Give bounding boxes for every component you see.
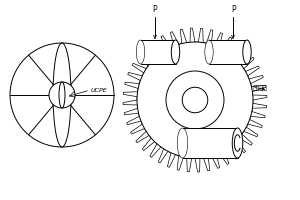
Text: P: P — [152, 5, 157, 14]
Ellipse shape — [232, 128, 243, 158]
Ellipse shape — [243, 40, 251, 64]
Ellipse shape — [10, 43, 114, 147]
Ellipse shape — [59, 82, 65, 108]
Text: UCPE: UCPE — [91, 88, 108, 94]
Polygon shape — [123, 28, 267, 172]
Polygon shape — [209, 40, 247, 64]
Text: P: P — [231, 5, 236, 14]
Polygon shape — [182, 128, 238, 158]
Ellipse shape — [166, 71, 224, 129]
Ellipse shape — [205, 40, 213, 64]
Ellipse shape — [182, 87, 208, 113]
Ellipse shape — [49, 82, 75, 108]
Ellipse shape — [171, 40, 180, 64]
Ellipse shape — [177, 128, 188, 158]
Ellipse shape — [136, 40, 145, 64]
Text: 对磨材料: 对磨材料 — [253, 85, 268, 91]
Ellipse shape — [137, 42, 253, 158]
Polygon shape — [140, 40, 176, 64]
